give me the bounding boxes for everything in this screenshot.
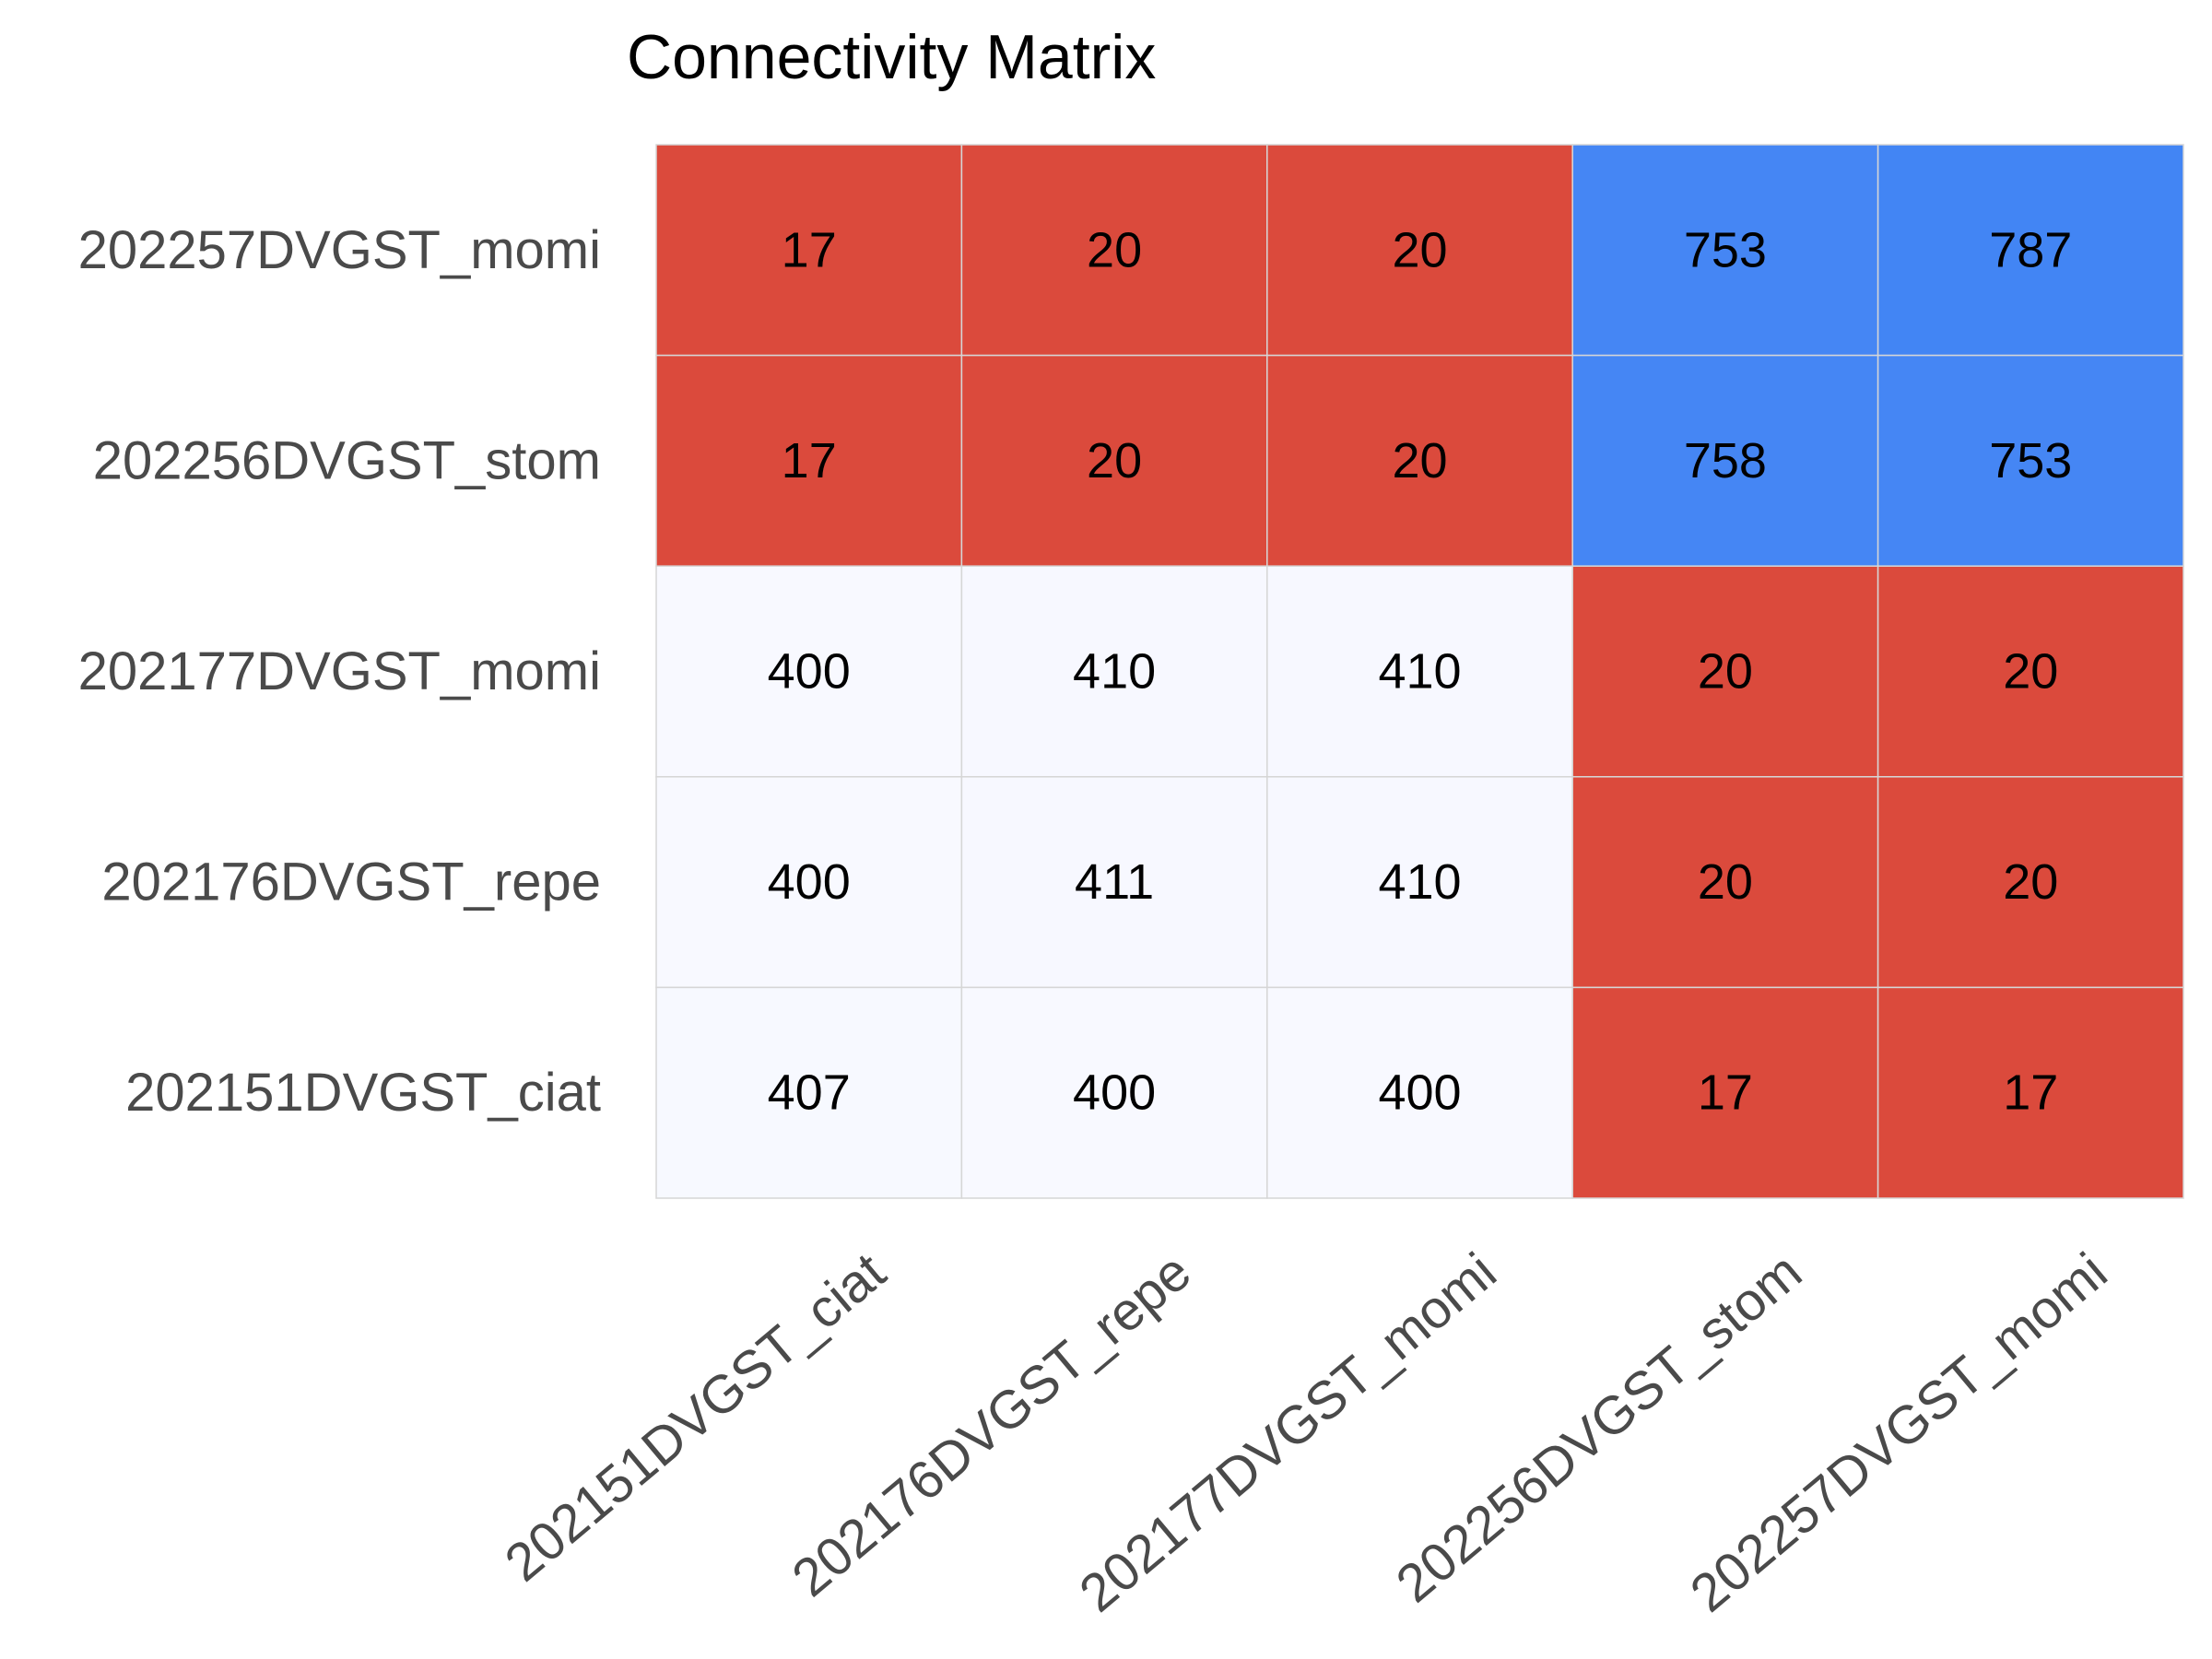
- y-axis-tick-labels: 202257DVGST_momi 202256DVGST_stom 202177DV…: [78, 220, 601, 1123]
- heatmap-cell: [960, 354, 1268, 567]
- cell-value-label: 758: [1684, 433, 1767, 488]
- cell-value-label: 20: [1392, 222, 1447, 277]
- cell-value-label: 20: [1698, 644, 1753, 700]
- cell-value-label: 410: [1378, 854, 1461, 910]
- heatmap-cell: [960, 986, 1268, 1199]
- cell-value-label: 787: [1989, 222, 2072, 277]
- cell-value-label: 20: [2003, 644, 2058, 700]
- heatmap-cell: [1266, 144, 1573, 357]
- heatmap-cell: [1571, 776, 1879, 989]
- cell-value-label: 17: [2003, 1065, 2058, 1121]
- heatmap-cell: [655, 354, 963, 567]
- y-tick-label: 202177DVGST_momi: [78, 641, 601, 701]
- y-tick-label: 202257DVGST_momi: [78, 220, 601, 280]
- heatmap-cell: [1266, 776, 1573, 989]
- heatmap-cell: [960, 144, 1268, 357]
- heatmap-cell: [655, 144, 963, 357]
- cell-value-label: 17: [782, 222, 837, 277]
- cell-value-label: 400: [768, 644, 851, 700]
- heatmap-cell: [960, 565, 1268, 778]
- cell-value-label: 400: [1378, 1065, 1461, 1121]
- cell-value-label: 17: [1698, 1065, 1753, 1121]
- heatmap-cell: [1877, 776, 2184, 989]
- cell-value-label: 20: [1087, 433, 1142, 488]
- cell-value-label: 410: [1378, 644, 1461, 700]
- cell-value-label: 753: [1989, 433, 2072, 488]
- cell-value-label: 20: [1392, 433, 1447, 488]
- x-axis-tick-labels: 202151DVGST_ciat202176DVGST_repe202177DV…: [494, 1241, 2119, 1623]
- heatmap-cell: [655, 986, 963, 1199]
- cell-value-label: 400: [1073, 1065, 1156, 1121]
- cell-value-label: 20: [1087, 222, 1142, 277]
- cell-value-label: 753: [1684, 222, 1767, 277]
- cell-value-label: 20: [1698, 854, 1753, 910]
- cell-value-label: 410: [1073, 644, 1156, 700]
- heatmap-cells: [655, 144, 2184, 1199]
- cell-value-label: 407: [768, 1065, 851, 1121]
- cell-value-label: 400: [768, 854, 851, 910]
- cell-value-label: 20: [2003, 854, 2058, 910]
- y-tick-label: 202176DVGST_repe: [101, 853, 601, 912]
- y-tick-label: 202256DVGST_stom: [93, 430, 601, 490]
- heatmap-cell: [1877, 144, 2184, 357]
- heatmap-cell: [1266, 565, 1573, 778]
- heatmap-cell: [1571, 144, 1879, 357]
- heatmap-cell: [1266, 986, 1573, 1199]
- cell-value-label: 17: [782, 433, 837, 488]
- heatmap-cell: [1877, 565, 2184, 778]
- y-tick-label: 202151DVGST_ciat: [125, 1063, 601, 1123]
- heatmap-cell: [1266, 354, 1573, 567]
- chart-title: Connectivity Matrix: [627, 22, 1156, 92]
- heatmap-cell: [1877, 354, 2184, 567]
- heatmap-cell: [960, 776, 1268, 989]
- heatmap-cell: [1877, 986, 2184, 1199]
- heatmap-cell-labels: 17 20 20 753 787 17 20 20 758 753 400 410 410 20 20 400…: [768, 222, 2073, 1120]
- heatmap-cell: [1571, 565, 1879, 778]
- heatmap-cell: [655, 776, 963, 989]
- cell-value-label: 411: [1075, 854, 1154, 910]
